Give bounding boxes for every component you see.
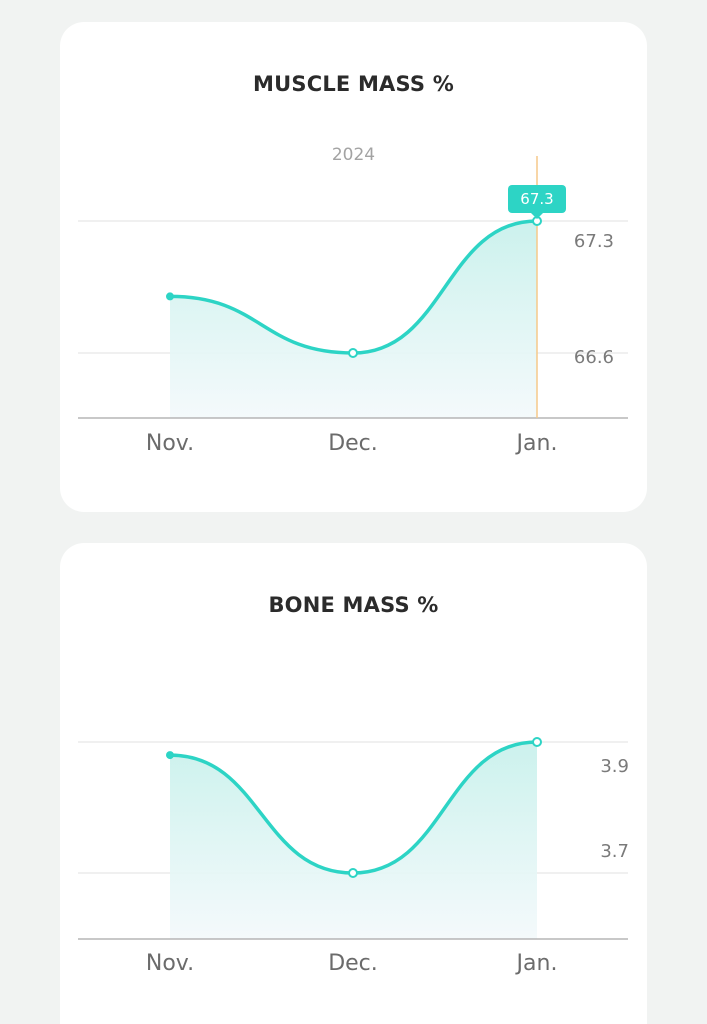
muscle-tooltip-text: 67.3 [520, 190, 553, 208]
muscle-y-tick-label: 66.6 [574, 347, 614, 368]
muscle-data-point[interactable] [348, 348, 358, 358]
muscle-x-tick-label: Nov. [146, 431, 194, 456]
bone-y-tick-label: 3.7 [600, 841, 629, 862]
muscle-mass-card: MUSCLE MASS % 2024 Nov. Dec. Jan. 67.3 66.6 6… [60, 22, 647, 512]
bone-data-point[interactable] [348, 868, 358, 878]
bone-mass-title: BONE MASS % [268, 593, 439, 617]
muscle-value-tooltip: 67.3 [508, 185, 566, 219]
bone-data-point[interactable] [532, 737, 542, 747]
bone-data-point[interactable] [166, 751, 174, 760]
muscle-data-point[interactable] [166, 292, 174, 301]
muscle-mass-chart[interactable]: Nov. Dec. Jan. 67.3 66.6 67.3 [60, 22, 647, 512]
bone-x-tick-label: Jan. [515, 951, 558, 976]
bone-x-tick-label: Dec. [328, 951, 378, 976]
muscle-x-tick-label: Jan. [515, 431, 558, 456]
muscle-y-tick-label: 67.3 [574, 231, 614, 252]
muscle-area-fill [170, 221, 537, 418]
bone-mass-card: BONE MASS % Nov. Dec. Jan. 3.9 3.7 [60, 543, 647, 1024]
bone-x-tick-label: Nov. [146, 951, 194, 976]
bone-mass-chart[interactable]: Nov. Dec. Jan. 3.9 3.7 [60, 543, 647, 1024]
bone-area-fill [170, 742, 537, 939]
bone-y-tick-label: 3.9 [600, 756, 629, 777]
muscle-mass-year-label: 2024 [331, 145, 376, 165]
muscle-x-tick-label: Dec. [328, 431, 378, 456]
muscle-mass-title: MUSCLE MASS % [253, 72, 454, 96]
